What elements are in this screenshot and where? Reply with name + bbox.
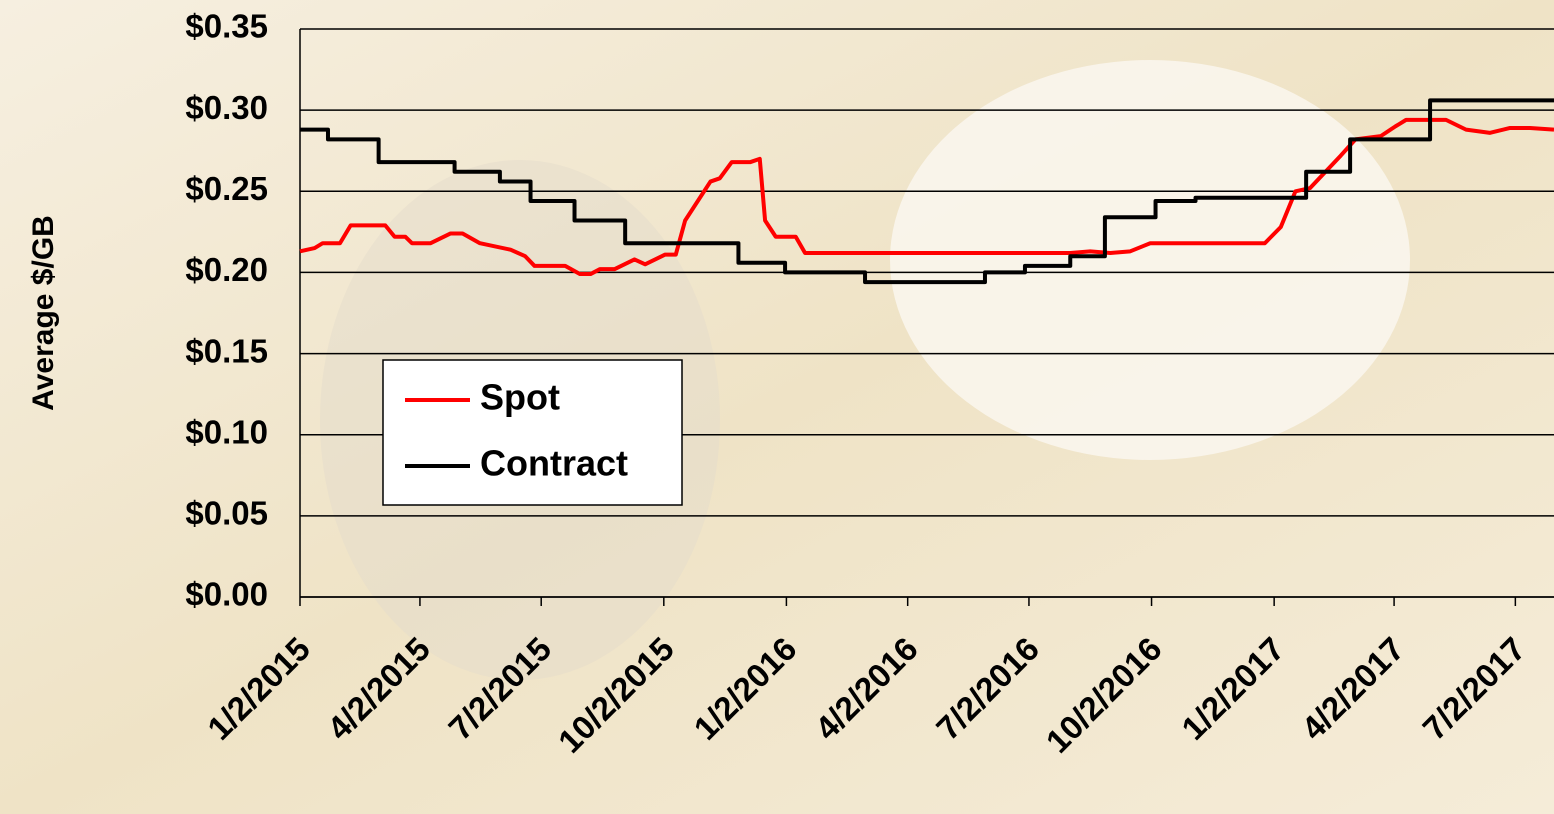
y-tick-label: $0.30 (185, 89, 268, 126)
legend-label: Contract (480, 443, 628, 484)
y-axis-title: Average $/GB (27, 215, 60, 411)
legend: Spot Contract (382, 359, 683, 506)
y-tick-label: $0.10 (185, 413, 268, 450)
legend-box (382, 359, 683, 506)
series-line (300, 98, 1554, 285)
y-tick-label: $0.35 (185, 8, 268, 45)
y-tick-label: $0.00 (185, 576, 268, 613)
background-shape (890, 60, 1410, 460)
y-tick-label: $0.15 (185, 332, 268, 369)
y-tick-label: $0.05 (185, 495, 268, 532)
y-tick-label: $0.25 (185, 170, 268, 207)
legend-label: Spot (480, 377, 560, 418)
y-tick-label: $0.20 (185, 251, 268, 288)
plot-area (299, 28, 1554, 606)
